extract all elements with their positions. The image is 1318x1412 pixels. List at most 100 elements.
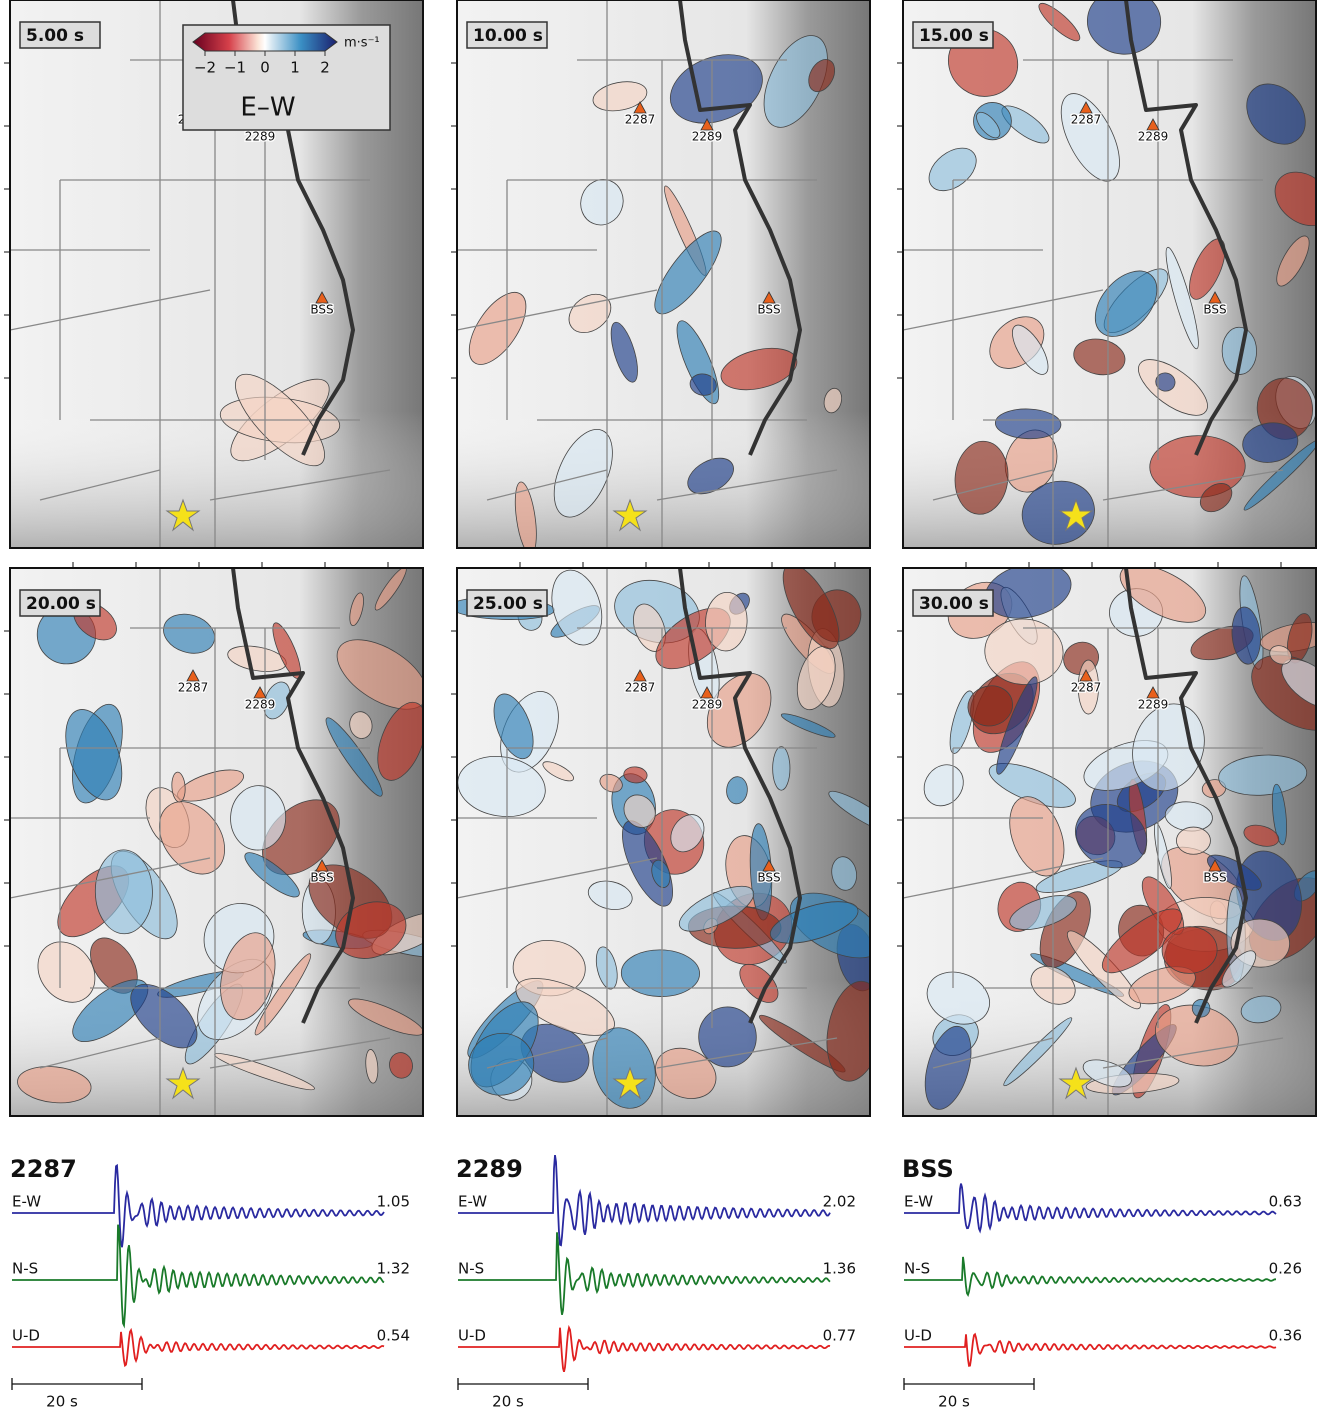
time-box [19,589,101,617]
map-panel: 2287 2289 BSS 30.00 s [897,562,1317,1117]
road [209,469,391,501]
wavefield [828,790,870,833]
wavefield [782,568,840,650]
wavefield [592,1027,656,1109]
waveform [904,1256,1276,1298]
station-marker [315,291,329,304]
wavefield [1276,235,1310,287]
trace-station: 2289 [456,1155,523,1183]
epicenter [165,498,201,532]
wavefield [542,761,574,782]
wavefield [670,814,705,853]
wavefield [780,713,836,738]
time-label: 15.00 s [919,26,989,46]
waveform [458,1324,831,1373]
component-label: N-S [458,1260,484,1278]
fault [678,0,802,456]
wavefield [1242,422,1299,463]
component-label: N-S [12,1260,38,1278]
station-marker [700,686,714,699]
station-label: BSS [757,303,780,317]
wavefield [1199,483,1233,513]
epicenter [1058,498,1094,532]
station-marker [1079,669,1093,682]
road [209,1037,391,1069]
station-label: 2289 [245,130,276,144]
station-marker [762,291,776,304]
wavefield [1165,246,1199,350]
wavefield [377,701,423,781]
waveform [12,1163,385,1248]
road [1102,1037,1284,1069]
wavefield [1246,83,1306,145]
wavefield [1271,783,1288,846]
component-label: N-S [904,1260,930,1278]
time-box [466,21,548,49]
wavefield [1269,645,1292,665]
waveform [12,1224,385,1329]
wavefield [651,859,671,888]
station-marker [1079,101,1093,114]
peak-label: 1.36 [823,1260,856,1278]
wavefield [37,941,96,1003]
trace-station: 2287 [10,1155,77,1183]
station-marker [253,686,267,699]
wavefield [336,639,423,710]
colorbar-tick-label: −1 [224,59,246,77]
wavefield [610,321,638,383]
wavefield [220,932,276,1021]
epicenter [612,1066,648,1100]
peak-label: 1.32 [377,1260,410,1278]
wavefield [1155,372,1176,392]
wavefield [1009,895,1077,930]
fault [231,568,355,1024]
station-label: BSS [310,303,333,317]
wavefield [687,457,734,495]
station-marker [762,859,776,872]
road [486,469,608,501]
waveform [458,1154,831,1247]
peak-label: 0.36 [1269,1327,1302,1345]
component-label: E-W [458,1193,487,1211]
colorbar-tick-label: 0 [260,59,270,77]
wavefield [924,1025,972,1110]
station-label: 2289 [245,698,276,712]
time-label: 20.00 s [26,594,96,614]
wavefield [623,766,648,784]
road [932,469,1054,501]
colorbar: −2 −1 0 1 2 m·s⁻¹ E–W [182,24,391,131]
station-marker [1146,686,1160,699]
wavefield [599,773,623,793]
map-content: 2287 2289 BSS [903,568,1316,1116]
wavefield [654,230,722,315]
wavefield [72,979,149,1042]
wavefield [1009,796,1065,877]
wavefield [623,794,656,828]
colorbar-tick-label: −2 [194,59,216,77]
frame [9,567,424,1117]
wavefield [1221,326,1257,375]
wavefield [365,1049,379,1084]
frame [456,0,871,549]
wavefield [163,613,216,654]
station-marker [315,859,329,872]
station-label: 2289 [1138,130,1169,144]
road [932,1037,1054,1069]
station-label: 2289 [1138,698,1169,712]
waveform [12,1327,385,1368]
scale-bar-label: 20 s [938,1393,970,1411]
scale-bar-label: 20 s [492,1393,524,1411]
frame [902,0,1317,549]
wavefield [1012,324,1049,375]
wavefield [831,856,857,891]
colorbar-tick-label: 1 [290,59,300,77]
wavefield [349,711,373,739]
wavefield [1101,908,1183,974]
map-panel: 2287 2289 BSS 10.00 s [451,0,871,549]
peak-label: 0.77 [823,1327,856,1345]
component-label: U-D [904,1327,932,1345]
wavefield [230,785,287,851]
scale-bar [903,1378,1035,1390]
wavefield [678,885,755,932]
epicenter [612,498,648,532]
